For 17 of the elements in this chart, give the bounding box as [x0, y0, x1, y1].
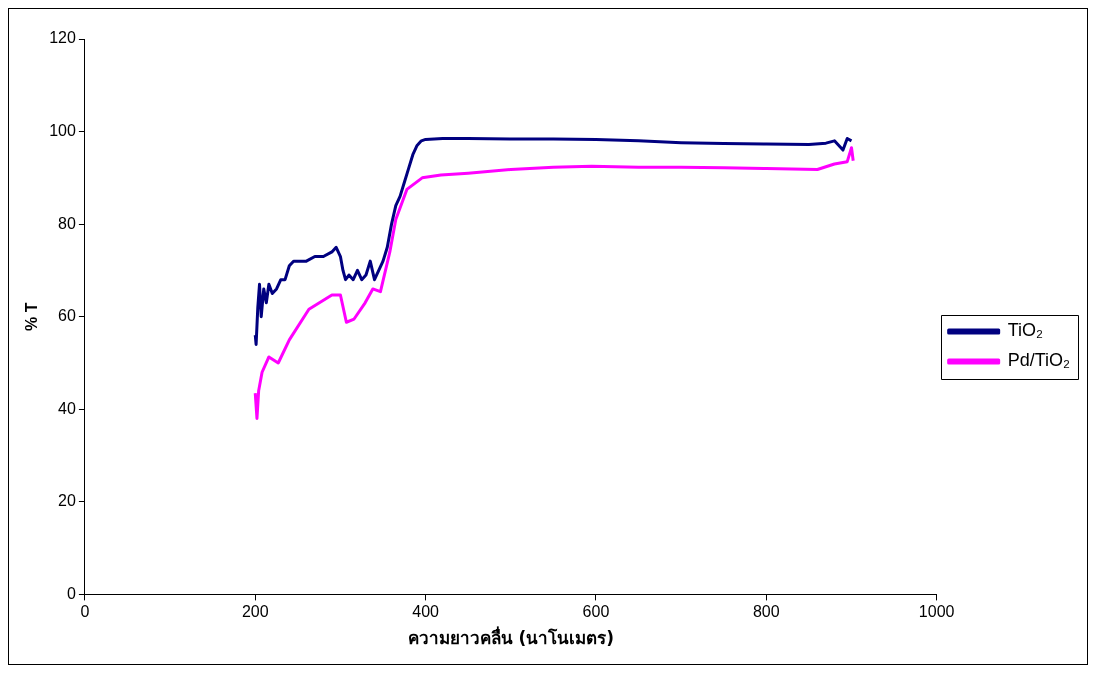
x-tick-label: 400: [412, 603, 440, 621]
y-tick-label: 80: [58, 214, 76, 232]
legend-label: TiO₂: [1007, 320, 1043, 341]
x-axis-title: ความยาวคลื่น (นาโนเมตร): [407, 626, 615, 649]
y-tick-label: 20: [58, 492, 76, 510]
y-tick-label: 100: [49, 121, 76, 139]
legend-label: Pd/TiO₂: [1007, 350, 1071, 371]
x-tick-label: 600: [582, 603, 610, 621]
y-tick-label: 60: [58, 307, 76, 325]
x-tick-label: 200: [241, 603, 269, 621]
y-tick-label: 0: [66, 584, 76, 602]
x-tick-label: 1000: [918, 603, 955, 621]
x-tick-label: 800: [752, 603, 780, 621]
y-tick-label: 120: [49, 29, 76, 47]
x-tick-label: 0: [80, 603, 90, 621]
y-tick-label: 40: [58, 399, 76, 417]
y-axis-title: % T: [23, 302, 41, 331]
